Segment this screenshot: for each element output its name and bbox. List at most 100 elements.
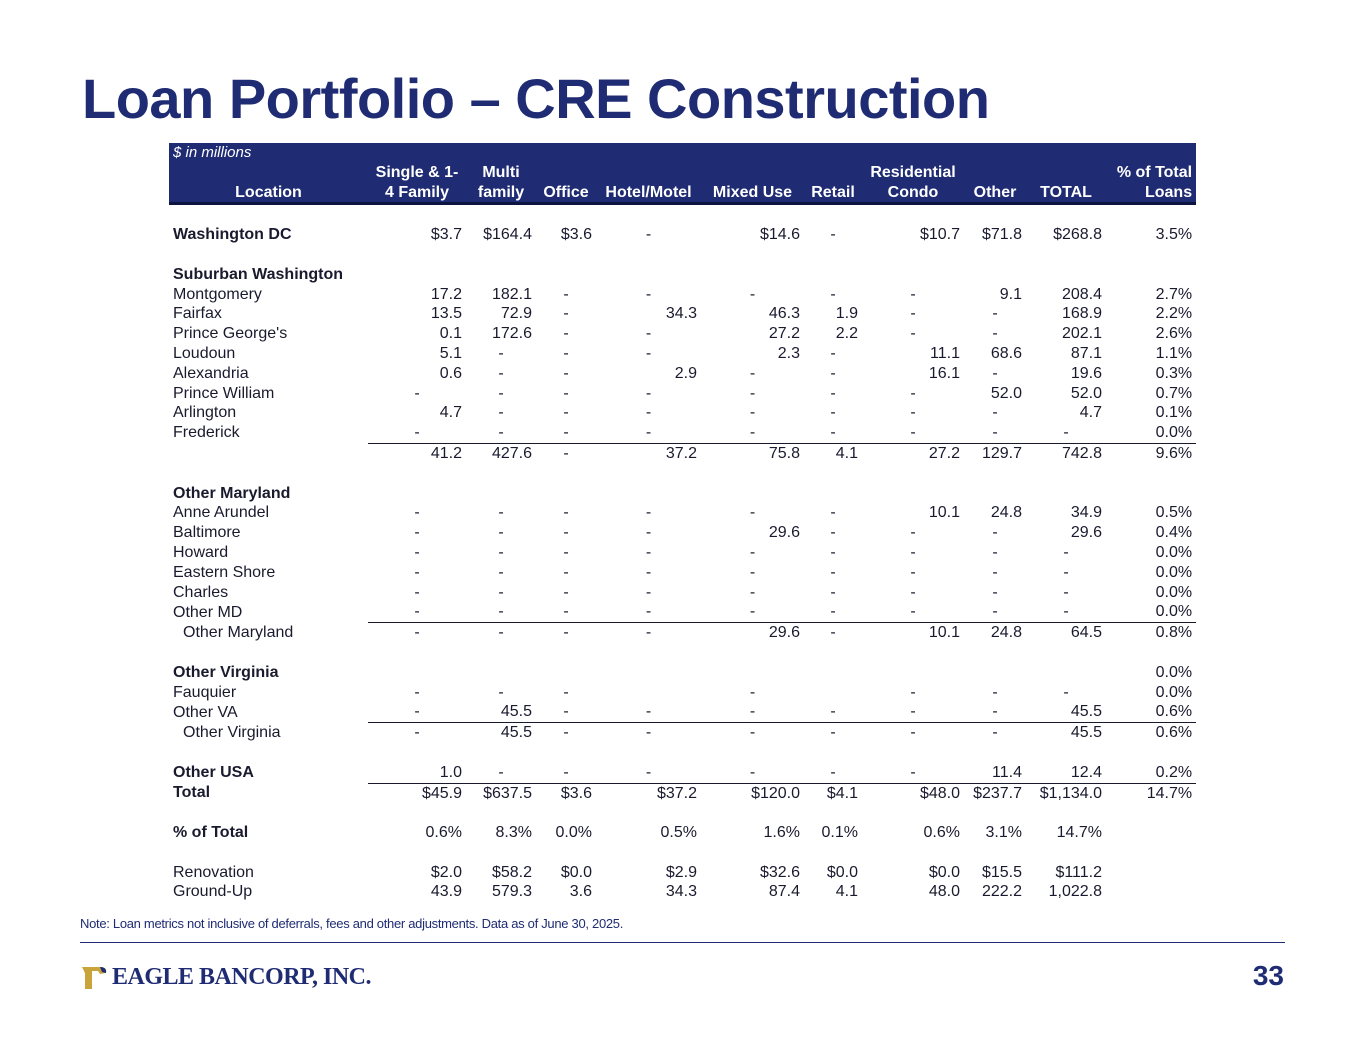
table-cell: 4.1 bbox=[804, 442, 862, 464]
table-cell: 1.0 bbox=[439, 763, 462, 781]
table-cell: - bbox=[992, 305, 998, 323]
table-cell: - bbox=[992, 424, 998, 442]
table-row: Prince George's 0.1 172.6 - - 27.2 2.2 - - 202.1 2… bbox=[169, 324, 1196, 344]
table-cell: 0.0% bbox=[1155, 583, 1193, 601]
table-cell: 1.6% bbox=[763, 824, 800, 842]
table-cell bbox=[701, 265, 804, 285]
table-cell bbox=[1026, 663, 1106, 683]
table-cell: - bbox=[749, 603, 756, 621]
table-cell: - bbox=[563, 603, 569, 621]
col-header-top: Multi bbox=[466, 162, 536, 183]
table-cell: 2.2% bbox=[1155, 305, 1193, 323]
page-number: 33 bbox=[1252, 960, 1284, 991]
row-label: Fairfax bbox=[173, 305, 222, 323]
table-cell: - bbox=[368, 722, 466, 743]
table-row: Suburban Washington bbox=[169, 265, 1196, 285]
table-cell: 87.1 bbox=[1070, 344, 1102, 362]
spacer-row bbox=[169, 245, 1196, 265]
table-cell: 64.5 bbox=[1026, 622, 1106, 643]
table-cell: - bbox=[563, 524, 569, 542]
table-cell: $14.6 bbox=[759, 226, 800, 244]
row-label bbox=[169, 443, 368, 463]
table-cell: - bbox=[536, 722, 596, 743]
row-label: Arlington bbox=[173, 404, 237, 422]
table-cell: $637.5 bbox=[466, 782, 536, 804]
table-cell: - bbox=[910, 305, 916, 323]
table-row: Washington DC $3.7 $164.4 $3.6 - $14.6 - $10.7 $… bbox=[169, 225, 1196, 245]
row-label: Loudoun bbox=[173, 344, 236, 362]
table-row: Total $45.9 $637.5 $3.6 $37.2 $120.0 $4.1 $48.0… bbox=[169, 782, 1197, 804]
table-cell: 742.8 bbox=[1026, 442, 1106, 464]
table-cell: 41.2 bbox=[368, 442, 466, 464]
table-cell bbox=[536, 663, 596, 683]
table-row: Eastern Shore - - - - - - - - - 0.0% bbox=[169, 563, 1196, 583]
table-cell: - bbox=[414, 563, 420, 581]
table-cell: - bbox=[645, 563, 652, 581]
table-cell: 0.8% bbox=[1106, 622, 1197, 643]
table-cell: - bbox=[498, 424, 504, 442]
table-cell: - bbox=[563, 364, 569, 382]
table-cell bbox=[804, 484, 862, 504]
table-cell: - bbox=[414, 583, 420, 601]
table-cell: - bbox=[563, 563, 569, 581]
row-label: Prince William bbox=[173, 384, 275, 402]
col-header: Loans bbox=[1106, 182, 1197, 206]
table-cell: - bbox=[992, 683, 998, 701]
table-cell: - bbox=[749, 543, 756, 561]
table-cell: 202.1 bbox=[1061, 325, 1102, 343]
table-cell bbox=[368, 663, 466, 683]
table-cell: - bbox=[830, 226, 836, 244]
table-cell: 17.2 bbox=[430, 285, 462, 303]
table-cell: - bbox=[563, 543, 569, 561]
table-row: Other MD - - - - - - - - - 0.0% bbox=[169, 602, 1196, 622]
table-cell: $3.7 bbox=[430, 226, 462, 244]
table-cell bbox=[701, 484, 804, 504]
table-cell: - bbox=[563, 683, 569, 701]
table-cell: - bbox=[830, 504, 836, 522]
table-cell: - bbox=[749, 683, 756, 701]
table-cell: 14.7% bbox=[1056, 824, 1102, 842]
row-label: Suburban Washington bbox=[173, 265, 344, 283]
table-cell: 29.6 bbox=[1070, 524, 1102, 542]
table-cell: $45.9 bbox=[368, 782, 466, 804]
table-cell: - bbox=[645, 384, 652, 402]
table-cell: 14.7% bbox=[1106, 782, 1197, 804]
table-cell: - bbox=[830, 404, 836, 422]
table-row: Prince William - - - - - - - 52.0 52.0 0.7% bbox=[169, 384, 1196, 404]
row-label: Other MD bbox=[173, 603, 243, 621]
table-cell bbox=[862, 265, 964, 285]
table-cell: 1,022.8 bbox=[1048, 883, 1102, 901]
table-cell: - bbox=[645, 424, 652, 442]
table-cell: - bbox=[645, 325, 652, 343]
table-cell: - bbox=[498, 603, 504, 621]
spacer-row bbox=[169, 204, 1196, 225]
table-cell: 45.5 bbox=[466, 722, 536, 743]
col-header: Mixed Use bbox=[701, 182, 804, 206]
table-cell: 3.1% bbox=[985, 824, 1022, 842]
table-cell: 168.9 bbox=[1061, 305, 1102, 323]
table-cell: - bbox=[563, 424, 569, 442]
table-cell: 24.8 bbox=[964, 622, 1026, 643]
table-cell: 0.7% bbox=[1155, 384, 1193, 402]
table-cell: 4.7 bbox=[439, 404, 462, 422]
table-cell: 0.0% bbox=[1155, 563, 1193, 581]
table-cell: 8.3% bbox=[495, 824, 532, 842]
table-cell: $237.7 bbox=[964, 782, 1026, 804]
table-cell: 0.6% bbox=[1155, 703, 1193, 721]
table-row: Other VA - 45.5 - - - - - - 45.5 0.6% bbox=[169, 702, 1196, 722]
table-cell: 0.5% bbox=[660, 824, 697, 842]
row-label: Howard bbox=[173, 543, 229, 561]
table-cell: - bbox=[414, 543, 420, 561]
table-cell: - bbox=[749, 424, 756, 442]
table-cell bbox=[804, 265, 862, 285]
table-cell: 43.9 bbox=[430, 883, 462, 901]
table-cell: - bbox=[645, 285, 652, 303]
table-cell: - bbox=[498, 404, 504, 422]
table-cell: - bbox=[563, 404, 569, 422]
table-cell: 68.6 bbox=[990, 344, 1022, 362]
table-cell: 12.4 bbox=[1070, 763, 1102, 781]
table-cell: 19.6 bbox=[1070, 364, 1102, 382]
table-row: Fauquier - - - - - - - 0.0% bbox=[169, 683, 1196, 703]
table-cell: - bbox=[749, 504, 756, 522]
table-cell: - bbox=[830, 524, 836, 542]
